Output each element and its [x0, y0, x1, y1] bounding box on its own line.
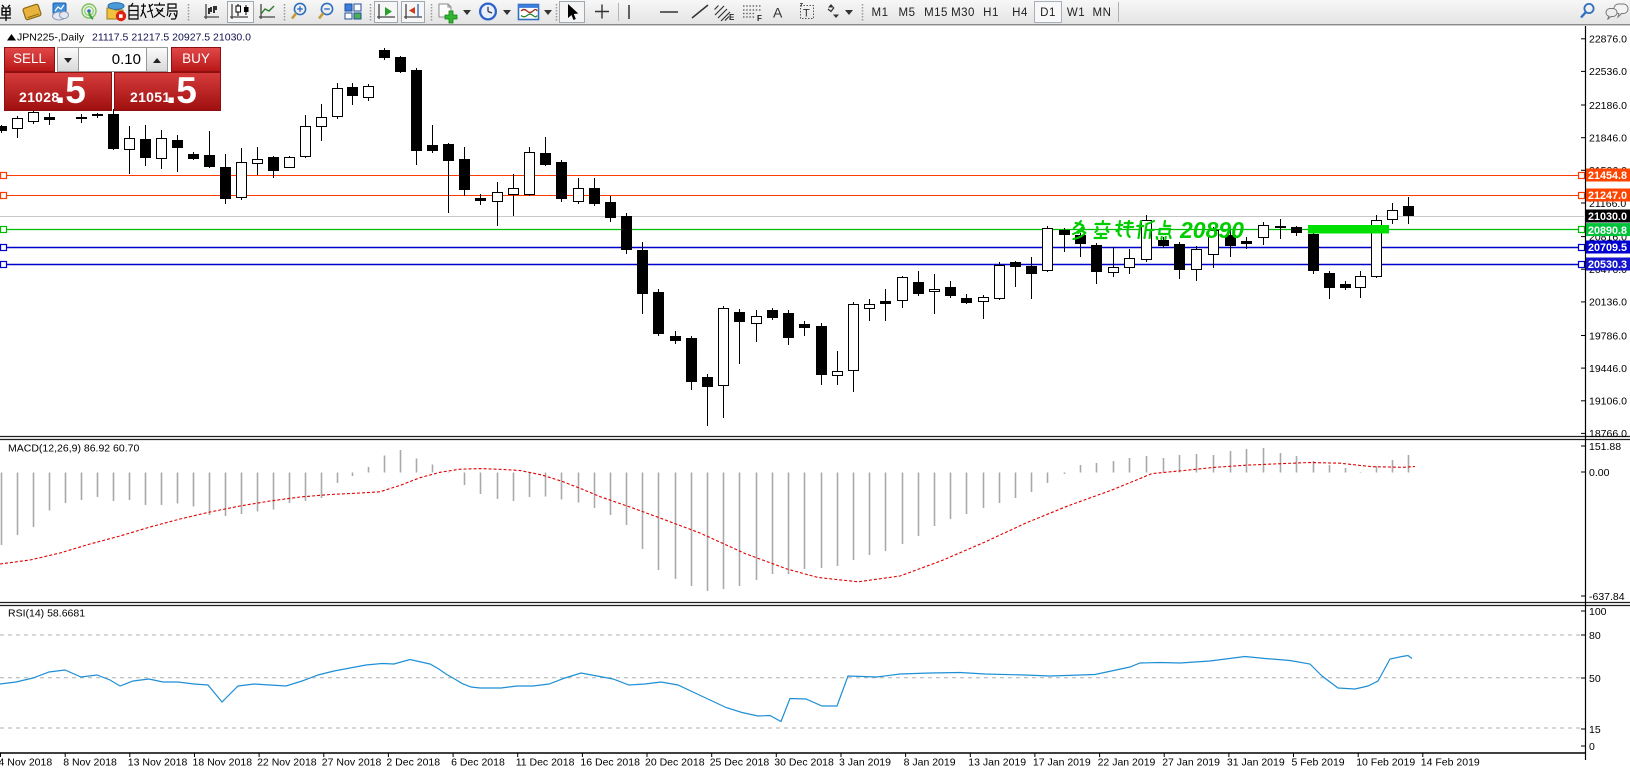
svg-text:20 Dec 2018: 20 Dec 2018: [645, 757, 705, 769]
svg-text:20890: 20890: [1179, 217, 1244, 243]
svg-text:10 Feb 2019: 10 Feb 2019: [1356, 757, 1415, 769]
svg-text:H1: H1: [983, 7, 999, 19]
svg-text:D1: D1: [1040, 7, 1056, 19]
svg-text:22876.0: 22876.0: [1589, 34, 1627, 46]
svg-text:18766.0: 18766.0: [1589, 428, 1627, 440]
svg-text:RSI(14) 58.6681: RSI(14) 58.6681: [8, 608, 85, 620]
svg-text:20136.0: 20136.0: [1589, 297, 1627, 309]
svg-text:T: T: [803, 8, 810, 20]
svg-text:20530.3: 20530.3: [1588, 259, 1627, 271]
svg-text:E: E: [729, 13, 735, 22]
svg-text:M15: M15: [924, 7, 948, 19]
svg-text:8 Nov 2018: 8 Nov 2018: [63, 757, 117, 769]
svg-text:25 Dec 2018: 25 Dec 2018: [710, 757, 770, 769]
svg-text:14 Feb 2019: 14 Feb 2019: [1421, 757, 1480, 769]
svg-text:16 Dec 2018: 16 Dec 2018: [580, 757, 640, 769]
svg-text:18 Nov 2018: 18 Nov 2018: [193, 757, 253, 769]
svg-text:M1: M1: [872, 7, 889, 19]
svg-text:151.88: 151.88: [1589, 441, 1621, 453]
svg-text:20709.5: 20709.5: [1588, 242, 1627, 254]
svg-text:0.00: 0.00: [1589, 467, 1610, 479]
svg-text:W1: W1: [1067, 7, 1085, 19]
svg-text:H4: H4: [1012, 7, 1028, 19]
svg-text:11 Dec 2018: 11 Dec 2018: [516, 757, 575, 769]
svg-text:50: 50: [1589, 673, 1601, 685]
svg-text:27 Nov 2018: 27 Nov 2018: [322, 757, 382, 769]
svg-text:13 Jan 2019: 13 Jan 2019: [968, 757, 1026, 769]
svg-text:19446.0: 19446.0: [1589, 363, 1627, 375]
svg-text:22186.0: 22186.0: [1589, 100, 1627, 112]
svg-text:22536.0: 22536.0: [1589, 66, 1627, 78]
svg-text:A: A: [773, 5, 783, 21]
svg-text:31 Jan 2019: 31 Jan 2019: [1227, 757, 1285, 769]
svg-text:21846.0: 21846.0: [1589, 133, 1627, 145]
svg-text:21454.8: 21454.8: [1588, 170, 1627, 182]
svg-text:MN: MN: [1093, 7, 1112, 19]
svg-text:4 Nov 2018: 4 Nov 2018: [0, 757, 52, 769]
svg-text:20890.8: 20890.8: [1588, 225, 1627, 237]
svg-text:21247.0: 21247.0: [1588, 190, 1627, 202]
svg-text:80: 80: [1589, 630, 1601, 642]
svg-text:M5: M5: [899, 7, 916, 19]
svg-text:F: F: [757, 14, 762, 23]
svg-text:100: 100: [1589, 606, 1607, 618]
svg-text:27 Jan 2019: 27 Jan 2019: [1162, 757, 1220, 769]
svg-text:6 Dec 2018: 6 Dec 2018: [451, 757, 505, 769]
svg-text:22 Nov 2018: 22 Nov 2018: [257, 757, 317, 769]
svg-text:13 Nov 2018: 13 Nov 2018: [128, 757, 188, 769]
svg-text:30 Dec 2018: 30 Dec 2018: [774, 757, 834, 769]
svg-text:-637.84: -637.84: [1589, 591, 1625, 603]
svg-text:3 Jan 2019: 3 Jan 2019: [839, 757, 891, 769]
svg-text:0: 0: [1589, 741, 1595, 753]
svg-text:21030.0: 21030.0: [1588, 211, 1627, 223]
svg-text:19786.0: 19786.0: [1589, 330, 1627, 342]
svg-text:M30: M30: [951, 7, 975, 19]
svg-text:15: 15: [1589, 724, 1601, 736]
svg-text:19106.0: 19106.0: [1589, 396, 1627, 408]
svg-text:8 Jan 2019: 8 Jan 2019: [904, 757, 956, 769]
svg-text:22 Jan 2019: 22 Jan 2019: [1098, 757, 1156, 769]
svg-text:5 Feb 2019: 5 Feb 2019: [1292, 757, 1345, 769]
svg-text:MACD(12,26,9) 86.92 60.70: MACD(12,26,9) 86.92 60.70: [8, 443, 139, 455]
svg-text:21117.5 21217.5 20927.5 21030.: 21117.5 21217.5 20927.5 21030.0: [92, 32, 251, 44]
svg-text:17 Jan 2019: 17 Jan 2019: [1033, 757, 1091, 769]
svg-text:2 Dec 2018: 2 Dec 2018: [386, 757, 440, 769]
svg-text:JPN225-,Daily: JPN225-,Daily: [17, 32, 85, 44]
